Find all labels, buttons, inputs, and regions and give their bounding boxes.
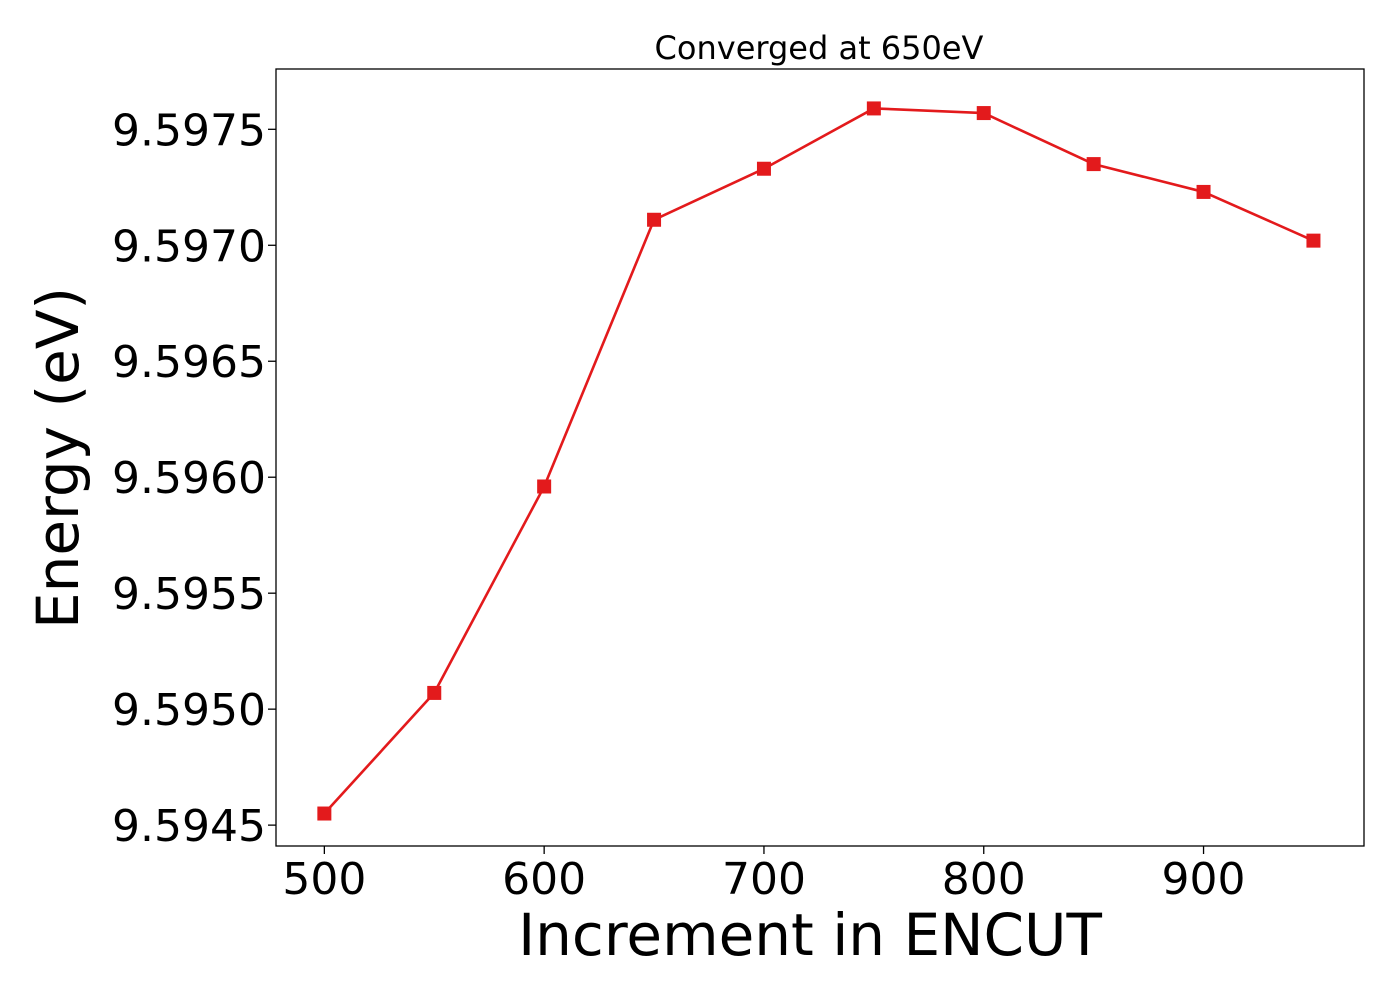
data-point-marker (976, 106, 991, 121)
data-point-marker (537, 479, 552, 494)
y-tick-label: 9.5975 (112, 105, 266, 156)
data-point-marker (1086, 157, 1101, 172)
y-tick-label: 9.5950 (112, 685, 266, 736)
data-point-marker (866, 101, 881, 116)
y-tick-label: 9.5970 (112, 221, 266, 272)
data-point-marker (317, 806, 332, 821)
chart-title: Converged at 650eV (655, 29, 984, 67)
y-tick-label: 9.5945 (112, 801, 266, 852)
y-tick-label: 9.5960 (112, 453, 266, 504)
x-axis-ticks: 500 600 700 800 900 (282, 846, 1246, 905)
series-line (323, 107, 1314, 815)
y-tick-label: 9.5965 (112, 337, 266, 388)
x-axis-title: Increment in ENCUT (518, 901, 1102, 969)
data-point-marker (756, 161, 771, 176)
x-tick-label: 500 (282, 854, 366, 905)
x-tick-label: 700 (722, 854, 806, 905)
y-axis-ticks: 9.5945 9.5950 9.5955 9.5960 9.5965 9.5970 9.59… (112, 105, 276, 852)
plot-frame (275, 68, 1365, 847)
x-tick-label: 600 (502, 854, 586, 905)
x-tick-label: 800 (942, 854, 1026, 905)
y-axis-title: Energy (eV) (24, 287, 92, 629)
series-layer (317, 101, 1321, 821)
data-point-marker (647, 212, 662, 227)
data-point-marker (1196, 184, 1211, 199)
x-tick-label: 900 (1162, 854, 1246, 905)
y-tick-label: 9.5955 (112, 569, 266, 620)
data-point-marker (427, 685, 442, 700)
data-point-marker (1306, 233, 1321, 248)
